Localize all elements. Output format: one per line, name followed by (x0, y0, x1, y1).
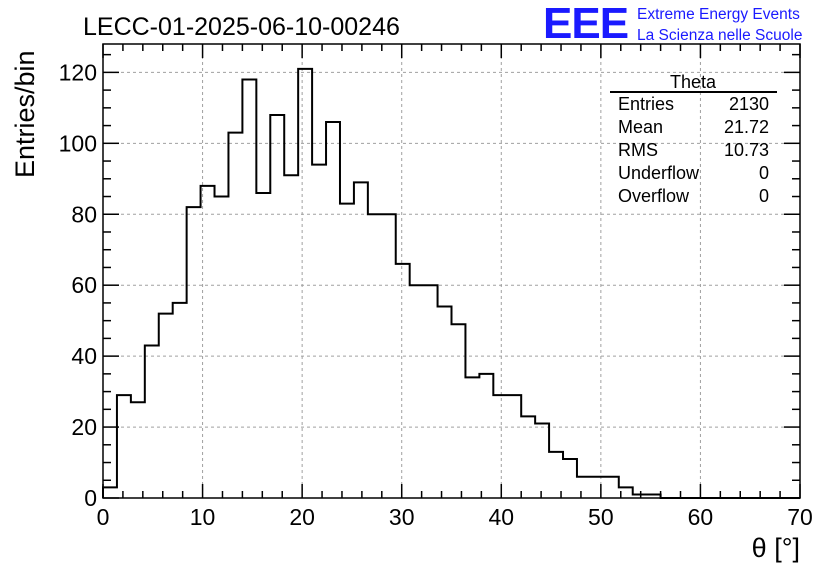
y-tick-label: 0 (84, 485, 97, 511)
stats-rows: Entries 2130 Mean 21.72 RMS 10.73 Underflow 0 Ov… (618, 94, 769, 206)
y-tick-label: 80 (71, 201, 97, 227)
logo-caption-line2: La Scienza nelle Scuole (637, 27, 802, 44)
y-tick-label: 100 (59, 130, 97, 156)
x-tick-label: 30 (389, 504, 415, 530)
x-tick-label: 40 (488, 504, 514, 530)
plot-frame (102, 43, 801, 499)
stats-value: 10.73 (724, 140, 769, 160)
stats-value: 0 (759, 163, 769, 183)
stats-box: Theta Entries 2130 Mean 21.72 RMS 10.73 Underf… (610, 72, 777, 206)
y-axis-label: Entries/bin (10, 50, 40, 178)
stats-label: Entries (618, 94, 674, 114)
eee-logo: EEE (543, 0, 628, 48)
stats-label: Overflow (618, 186, 690, 206)
x-tick-label: 70 (787, 504, 813, 530)
logo-caption-line1: Extreme Energy Events (637, 6, 800, 23)
run-title: LECC-01-2025-06-10-00246 (83, 13, 400, 41)
x-tick-label: 60 (688, 504, 714, 530)
stats-title: Theta (670, 72, 717, 92)
x-tick-label: 10 (190, 504, 216, 530)
y-tick-label: 120 (59, 59, 97, 85)
histogram-step-line (102, 67, 800, 499)
y-tick-label: 40 (71, 343, 97, 369)
stats-label: Underflow (618, 163, 700, 183)
stats-label: Mean (618, 117, 663, 137)
x-tick-label: 20 (289, 504, 315, 530)
x-tick-label: 0 (97, 504, 110, 530)
x-tick-label: 50 (588, 504, 614, 530)
tick-labels: 0 10 20 30 40 50 60 70 0 20 40 60 80 100 120 (59, 59, 813, 530)
grid-lines (103, 44, 800, 498)
stats-value: 0 (759, 186, 769, 206)
stats-label: RMS (618, 140, 658, 160)
axis-ticks (102, 44, 801, 499)
y-tick-label: 60 (71, 272, 97, 298)
stats-value: 21.72 (724, 117, 769, 137)
x-axis-label: θ [°] (752, 533, 800, 563)
stats-value: 2130 (729, 94, 769, 114)
y-tick-label: 20 (71, 414, 97, 440)
